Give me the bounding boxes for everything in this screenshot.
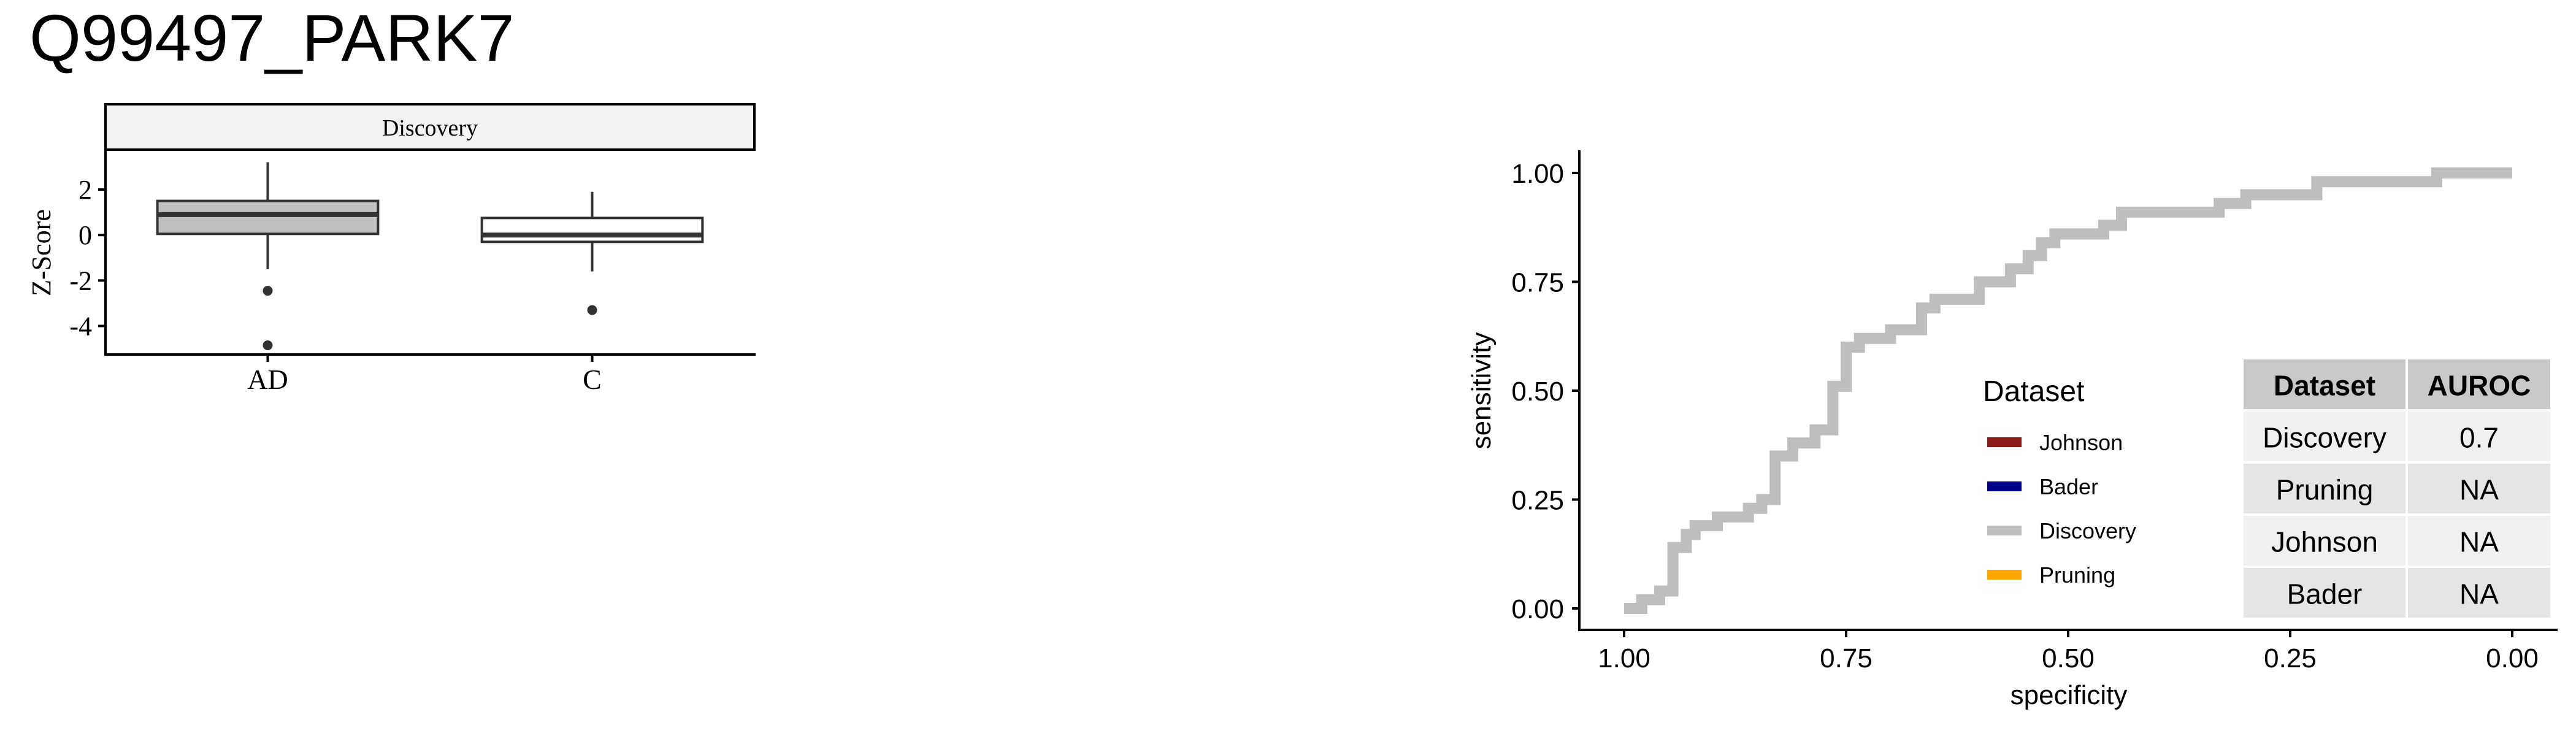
auroc-table: Dataset AUROC Discovery 0.7 Pruning NA Johnson… bbox=[2244, 359, 2550, 618]
y-tick-label: 0.00 bbox=[1511, 594, 1564, 624]
y-tick-label: 0 bbox=[79, 220, 92, 250]
table-cell-text: 0.7 bbox=[2459, 422, 2499, 454]
table-cell bbox=[2244, 412, 2405, 461]
x-tick-label: 0.00 bbox=[2486, 643, 2539, 673]
table-header-text: Dataset bbox=[2274, 370, 2375, 402]
roc-y-ticks: 0.00 0.25 0.50 0.75 1.00 bbox=[1511, 159, 1579, 624]
legend-title: Dataset bbox=[1983, 375, 2084, 408]
outlier-point bbox=[263, 340, 273, 351]
legend-key-pruning bbox=[1987, 570, 2022, 580]
outlier-point bbox=[587, 305, 597, 315]
roc-panel: sensitivity specificity 0.00 0.25 0.50 0.75… bbox=[1466, 150, 2558, 710]
table-header-text: AUROC bbox=[2428, 370, 2531, 402]
table-cell-text: NA bbox=[2459, 474, 2499, 506]
roc-x-ticks: 1.00 0.75 0.50 0.25 0.00 bbox=[1598, 630, 2539, 673]
boxplot-y-axis-title: Z-Score bbox=[26, 209, 56, 296]
table-cell bbox=[2244, 464, 2405, 513]
x-tick-label: AD bbox=[247, 364, 288, 395]
table-cell-text: NA bbox=[2459, 578, 2499, 610]
y-tick-label: -2 bbox=[69, 266, 92, 296]
box-AD bbox=[156, 199, 380, 236]
roc-legend: Dataset Johnson Bader Discovery Pruning bbox=[1983, 375, 2136, 588]
x-tick-label: C bbox=[583, 364, 602, 395]
table-header-cell bbox=[2408, 359, 2550, 409]
table-cell bbox=[2408, 516, 2550, 565]
table-cell bbox=[2244, 516, 2405, 565]
legend-key-discovery bbox=[1987, 526, 2022, 535]
facet-strip bbox=[104, 103, 756, 151]
table-cell-text: Johnson bbox=[2271, 526, 2378, 558]
y-tick-label: 0.75 bbox=[1511, 268, 1564, 298]
x-tick-label: 1.00 bbox=[1598, 643, 1650, 673]
y-tick-label: 1.00 bbox=[1511, 159, 1564, 189]
table-cell bbox=[2244, 568, 2405, 618]
y-tick-label: -4 bbox=[69, 312, 92, 342]
box-C bbox=[480, 217, 704, 243]
legend-key-johnson bbox=[1987, 437, 2022, 447]
table-cell-text: Bader bbox=[2287, 578, 2363, 610]
y-tick-label: 0.25 bbox=[1511, 486, 1564, 516]
y-tick-label: 0.50 bbox=[1511, 377, 1564, 407]
page-title: Q99497_PARK7 bbox=[29, 1, 515, 75]
roc-line-discovery bbox=[1624, 167, 2512, 614]
legend-key-bader bbox=[1987, 481, 2022, 491]
table-cell bbox=[2408, 412, 2550, 461]
roc-series bbox=[1624, 167, 2512, 614]
legend-label: Johnson bbox=[2039, 430, 2123, 455]
y-tick-label: 2 bbox=[79, 175, 92, 205]
table-cell bbox=[2408, 464, 2550, 513]
x-tick-label: 0.25 bbox=[2264, 643, 2317, 673]
boxplot-marks bbox=[156, 162, 704, 351]
table-header-cell bbox=[2244, 359, 2405, 409]
legend-label: Bader bbox=[2039, 474, 2098, 499]
roc-x-axis-title: specificity bbox=[2011, 680, 2128, 710]
outlier-point bbox=[263, 286, 273, 296]
x-tick-label: 0.50 bbox=[2042, 643, 2095, 673]
boxplot-panel: Discovery Z-Score 2 0 -2 -4 AD C bbox=[26, 103, 756, 395]
legend-label: Pruning bbox=[2039, 562, 2115, 588]
table-cell-text: Pruning bbox=[2276, 474, 2374, 506]
table-cell-text: Discovery bbox=[2263, 422, 2386, 454]
boxplot-x-ticks: AD C bbox=[247, 355, 602, 395]
legend-label: Discovery bbox=[2039, 518, 2136, 543]
boxplot-y-ticks: 2 0 -2 -4 bbox=[69, 175, 105, 342]
facet-strip-label: Discovery bbox=[382, 115, 478, 141]
legend-entries: Johnson Bader Discovery Pruning bbox=[1987, 430, 2136, 588]
table-cell-text: NA bbox=[2459, 526, 2499, 558]
table-cell bbox=[2408, 568, 2550, 618]
x-tick-label: 0.75 bbox=[1820, 643, 1873, 673]
roc-y-axis-title: sensitivity bbox=[1466, 332, 1497, 450]
